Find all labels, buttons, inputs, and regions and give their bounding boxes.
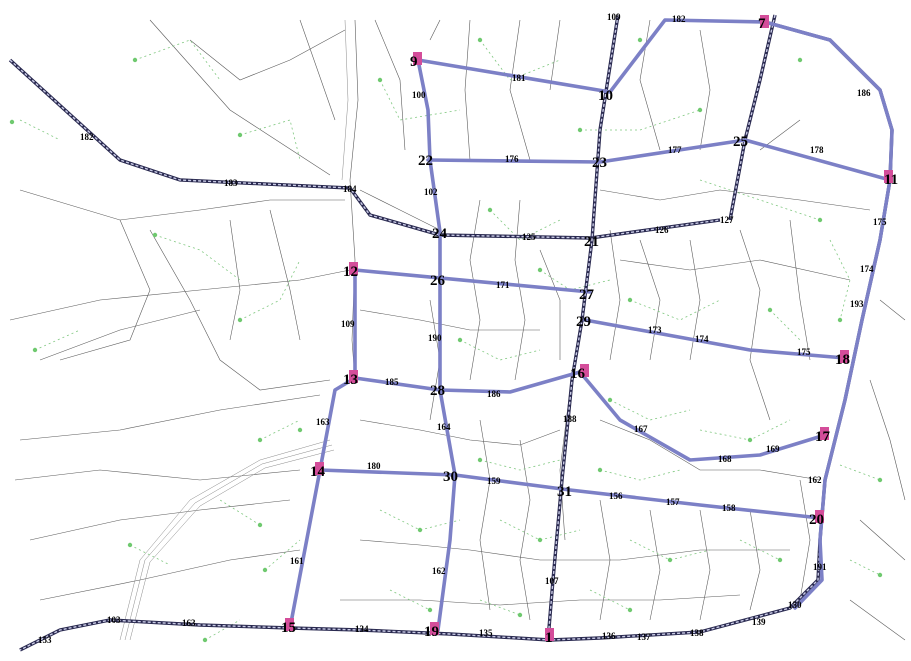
link-label: 193 bbox=[850, 299, 864, 309]
link-label: 191 bbox=[813, 562, 827, 572]
link-label: 169 bbox=[766, 444, 780, 454]
link-label: 182 bbox=[672, 14, 686, 24]
link-label: 168 bbox=[718, 454, 732, 464]
zone-centroids bbox=[9, 37, 883, 643]
node-label-7: 7 bbox=[758, 16, 766, 32]
node-label-25: 25 bbox=[733, 134, 748, 150]
link-label: 175 bbox=[797, 347, 811, 357]
node-label-16: 16 bbox=[570, 366, 586, 382]
node-label-28: 28 bbox=[430, 383, 445, 399]
link-label: 164 bbox=[437, 422, 451, 432]
link-label: 167 bbox=[634, 424, 648, 434]
link-label: 182 bbox=[80, 132, 94, 142]
link-label: 135 bbox=[479, 628, 493, 638]
node-label-12: 12 bbox=[343, 264, 358, 280]
node-label-11: 11 bbox=[884, 172, 898, 188]
route-network bbox=[288, 18, 894, 632]
link-label: 180 bbox=[367, 461, 381, 471]
link-labels: 109 182 181 100 186 182 184 176 177 178 … bbox=[38, 12, 887, 645]
node-label-17: 17 bbox=[815, 429, 831, 445]
node-label-9: 9 bbox=[410, 54, 418, 70]
link-label: 186 bbox=[857, 88, 871, 98]
link-label: 162 bbox=[808, 475, 822, 485]
street-network bbox=[9, 19, 906, 641]
link-label: 184 bbox=[343, 184, 357, 194]
link-label: 153 bbox=[38, 635, 52, 645]
link-label: 158 bbox=[722, 503, 736, 513]
link-label: 185 bbox=[385, 377, 399, 387]
node-label-27: 27 bbox=[579, 287, 595, 303]
link-label: 134 bbox=[355, 624, 369, 634]
link-label: 171 bbox=[496, 280, 510, 290]
link-label: 107 bbox=[545, 576, 559, 586]
link-label: 183 bbox=[224, 178, 238, 188]
node-label-18: 18 bbox=[835, 352, 850, 368]
link-label: 137 bbox=[637, 632, 651, 642]
link-label: 109 bbox=[607, 12, 621, 22]
node-label-30: 30 bbox=[443, 469, 458, 485]
link-label: 163 bbox=[182, 618, 196, 628]
node-markers bbox=[285, 15, 893, 641]
link-label: 109 bbox=[341, 319, 355, 329]
node-label-24: 24 bbox=[432, 226, 448, 242]
link-label: 175 bbox=[873, 217, 887, 227]
node-labels: 7 9 10 11 12 13 14 15 16 17 18 19 20 1 2… bbox=[281, 16, 898, 646]
link-label: 139 bbox=[752, 617, 766, 627]
link-label: 162 bbox=[432, 566, 446, 576]
link-label: 138 bbox=[690, 628, 704, 638]
link-label: 174 bbox=[860, 264, 874, 274]
link-label: 136 bbox=[602, 631, 616, 641]
link-label: 157 bbox=[666, 497, 680, 507]
node-label-15: 15 bbox=[281, 620, 296, 636]
node-label-23: 23 bbox=[592, 155, 607, 171]
link-label: 103 bbox=[107, 615, 121, 625]
link-label: 181 bbox=[512, 73, 526, 83]
link-label: 186 bbox=[487, 389, 501, 399]
link-label: 127 bbox=[720, 215, 734, 225]
node-label-29: 29 bbox=[576, 314, 591, 330]
node-label-13: 13 bbox=[343, 372, 358, 388]
node-label-26: 26 bbox=[430, 273, 446, 289]
link-label: 188 bbox=[563, 414, 577, 424]
node-label-22: 22 bbox=[418, 153, 433, 169]
link-label: 102 bbox=[424, 187, 438, 197]
link-label: 176 bbox=[505, 154, 519, 164]
link-label: 126 bbox=[655, 225, 669, 235]
link-label: 100 bbox=[412, 90, 426, 100]
link-label: 173 bbox=[648, 325, 662, 335]
node-label-19: 19 bbox=[424, 624, 439, 640]
link-label: 177 bbox=[668, 145, 682, 155]
link-label: 156 bbox=[609, 491, 623, 501]
node-label-21: 21 bbox=[584, 234, 599, 250]
link-label: 161 bbox=[290, 556, 304, 566]
node-label-1: 1 bbox=[545, 630, 553, 646]
node-label-14: 14 bbox=[310, 464, 326, 480]
link-label: 178 bbox=[810, 145, 824, 155]
node-label-10: 10 bbox=[598, 88, 613, 104]
node-label-31: 31 bbox=[557, 484, 572, 500]
railway-lines bbox=[8, 14, 894, 652]
link-label: 190 bbox=[428, 333, 442, 343]
link-label: 174 bbox=[695, 334, 709, 344]
link-label: 125 bbox=[522, 232, 536, 242]
link-label: 150 bbox=[788, 600, 802, 610]
node-label-20: 20 bbox=[809, 512, 824, 528]
link-label: 163 bbox=[316, 417, 330, 427]
link-label: 159 bbox=[487, 476, 501, 486]
